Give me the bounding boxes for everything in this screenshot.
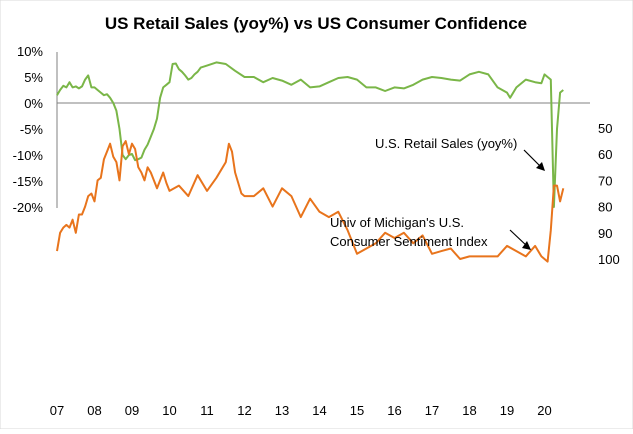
- sentiment-annotation-line: Consumer Sentiment Index: [330, 234, 488, 249]
- top-y-tick-label: 5%: [24, 70, 43, 85]
- x-tick-label: 08: [87, 403, 101, 418]
- top-y-axis: 10% 5% 0% -5% -10% -15% -20%: [13, 44, 590, 215]
- x-tick-label: 12: [237, 403, 251, 418]
- top-y-tick-label: 10%: [17, 44, 43, 59]
- x-tick-label: 14: [312, 403, 326, 418]
- plot-lines: [56, 61, 565, 263]
- bottom-y-tick-label: 60: [598, 147, 612, 162]
- bottom-y-tick-label: 70: [598, 173, 612, 188]
- bottom-y-tick-label: 80: [598, 200, 612, 215]
- x-tick-label: 18: [462, 403, 476, 418]
- chart-title: US Retail Sales (yoy%) vs US Consumer Co…: [105, 14, 527, 33]
- x-tick-label: 11: [200, 403, 214, 418]
- retail-sales-annotation: U.S. Retail Sales (yoy%): [375, 136, 517, 151]
- x-tick-label: 16: [387, 403, 401, 418]
- x-tick-label: 17: [425, 403, 439, 418]
- x-tick-label: 19: [500, 403, 514, 418]
- top-y-tick-label: 0%: [24, 96, 43, 111]
- bottom-y-axis: 100 90 80 70 60 50: [598, 121, 620, 267]
- top-y-tick-label: -10%: [13, 148, 44, 163]
- top-y-tick-label: -20%: [13, 200, 44, 215]
- sentiment-arrowhead: [522, 241, 531, 250]
- x-tick-label: 15: [350, 403, 364, 418]
- bottom-y-tick-label: 100: [598, 252, 620, 267]
- x-tick-label: 10: [162, 403, 176, 418]
- sentiment-annotation-line: Univ of Michigan's U.S.: [330, 215, 464, 230]
- top-y-tick-label: -15%: [13, 174, 44, 189]
- annotations: U.S. Retail Sales (yoy%) Univ of Michigan…: [330, 136, 545, 250]
- retail-sales-arrowhead: [536, 162, 545, 171]
- bottom-y-tick-label: 50: [598, 121, 612, 136]
- top-y-tick-label: -5%: [20, 122, 44, 137]
- x-axis: 07 08 09 10 11 12 13 14 15 16 17 18 19 20: [50, 403, 552, 418]
- retail-sales-line: [56, 61, 564, 208]
- x-tick-label: 07: [50, 403, 64, 418]
- x-tick-label: 09: [125, 403, 139, 418]
- x-tick-label: 13: [275, 403, 289, 418]
- x-tick-label: 20: [537, 403, 551, 418]
- consumer-sentiment-line: [56, 140, 565, 263]
- bottom-y-tick-label: 90: [598, 226, 612, 241]
